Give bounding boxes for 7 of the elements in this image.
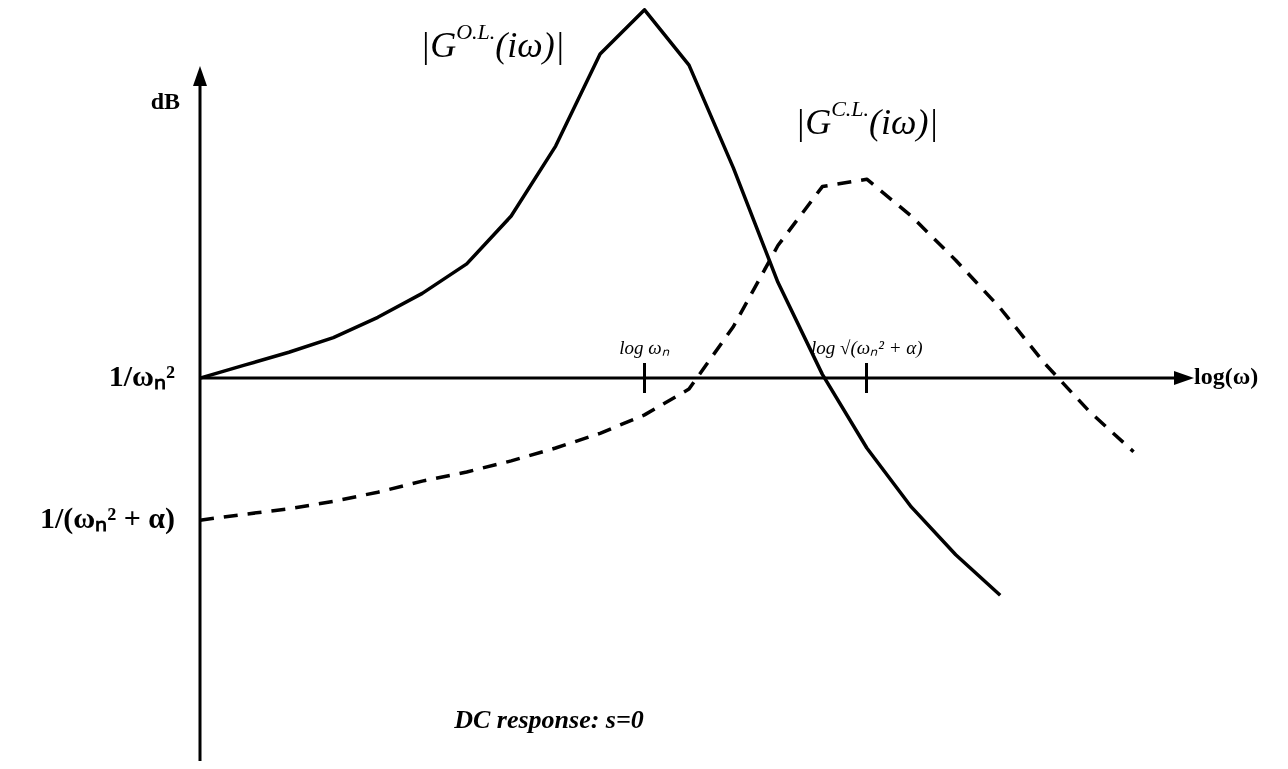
- text: 1/ωₙ²: [108, 358, 176, 392]
- x-axis-title: log(ω): [1194, 363, 1259, 390]
- text: DC response: s=0: [453, 704, 644, 734]
- text: 1/(ωₙ² + α): [39, 500, 175, 535]
- x-tick-label: log ωₙ: [619, 337, 670, 359]
- x-tick-label: log √(ωₙ² + α): [811, 337, 923, 360]
- y-axis-title: dB: [150, 88, 180, 115]
